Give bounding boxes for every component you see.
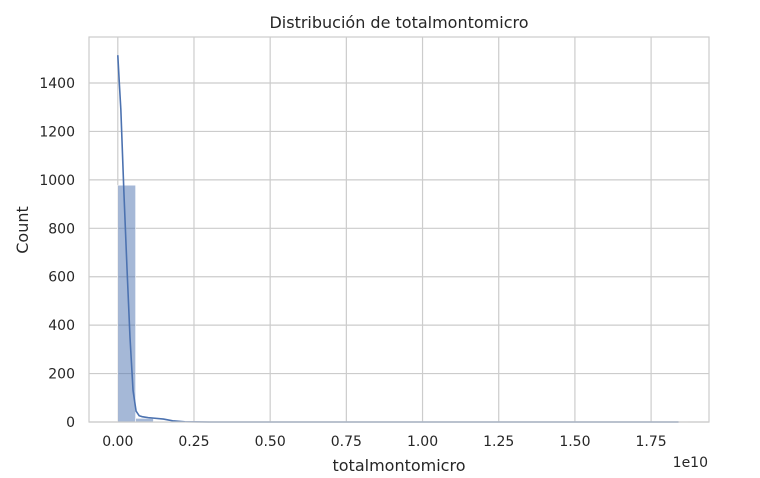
grid-lines [89,37,709,423]
y-tick-label: 400 [48,318,75,334]
y-tick-label: 600 [48,270,75,286]
y-axis-ticks: 0 200 400 600 800 1000 1200 1400 [39,76,75,431]
x-tick-label: 1.75 [636,434,667,450]
x-tick-label: 0.75 [331,434,362,450]
x-tick-label: 1.00 [407,434,438,450]
y-tick-label: 0 [66,415,75,431]
x-tick-label: 0.25 [178,434,209,450]
x-tick-label: 1.50 [559,434,590,450]
x-offset-label: 1e10 [673,455,708,471]
chart-title: Distribución de totalmontomicro [269,13,528,32]
y-axis-label: Count [13,206,32,254]
plot-frame [88,36,710,423]
y-tick-label: 800 [48,221,75,237]
y-tick-label: 1400 [39,76,75,92]
x-tick-label: 0.00 [102,434,133,450]
x-axis-label: totalmontomicro [332,456,465,475]
y-tick-label: 200 [48,367,75,383]
x-axis-ticks: 0.00 0.25 0.50 0.75 1.00 1.25 1.50 1.75 [102,434,666,450]
y-tick-label: 1200 [39,124,75,140]
x-tick-label: 0.50 [255,434,286,450]
y-tick-label: 1000 [39,173,75,189]
x-tick-label: 1.25 [483,434,514,450]
